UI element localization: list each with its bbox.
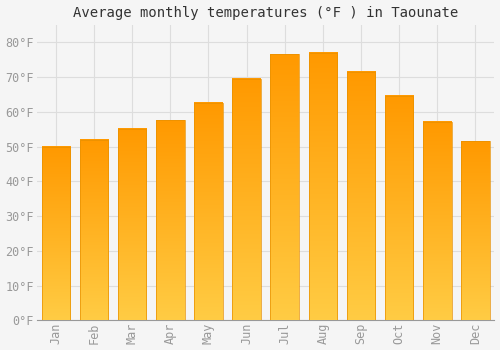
Bar: [156, 120, 184, 320]
Bar: [194, 103, 222, 320]
Bar: [461, 141, 490, 320]
Bar: [156, 120, 184, 320]
Bar: [270, 55, 299, 320]
Bar: [308, 53, 337, 320]
Title: Average monthly temperatures (°F ) in Taounate: Average monthly temperatures (°F ) in Ta…: [73, 6, 458, 20]
Bar: [42, 147, 70, 320]
Bar: [80, 140, 108, 320]
Bar: [461, 141, 490, 320]
Bar: [423, 122, 452, 320]
Bar: [346, 72, 376, 320]
Bar: [385, 96, 414, 320]
Bar: [80, 140, 108, 320]
Bar: [385, 96, 414, 320]
Bar: [232, 79, 261, 320]
Bar: [308, 53, 337, 320]
Bar: [423, 122, 452, 320]
Bar: [346, 72, 376, 320]
Bar: [118, 129, 146, 320]
Bar: [194, 103, 222, 320]
Bar: [270, 55, 299, 320]
Bar: [42, 147, 70, 320]
Bar: [118, 129, 146, 320]
Bar: [232, 79, 261, 320]
